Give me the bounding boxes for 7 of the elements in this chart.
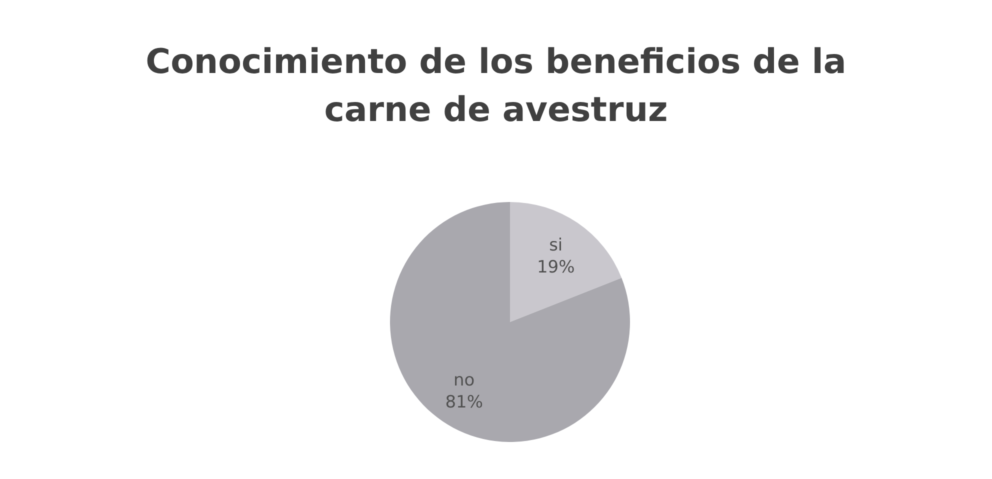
data-label: 81% — [445, 392, 484, 412]
pie-slice — [390, 202, 630, 442]
slice-label: si — [549, 236, 563, 256]
data-label: 19% — [536, 258, 575, 278]
chart-title: Conocimiento de los beneficios de la carne de avestruz — [144, 41, 848, 132]
slice-label: no — [454, 370, 475, 390]
pie-slice — [510, 202, 622, 322]
